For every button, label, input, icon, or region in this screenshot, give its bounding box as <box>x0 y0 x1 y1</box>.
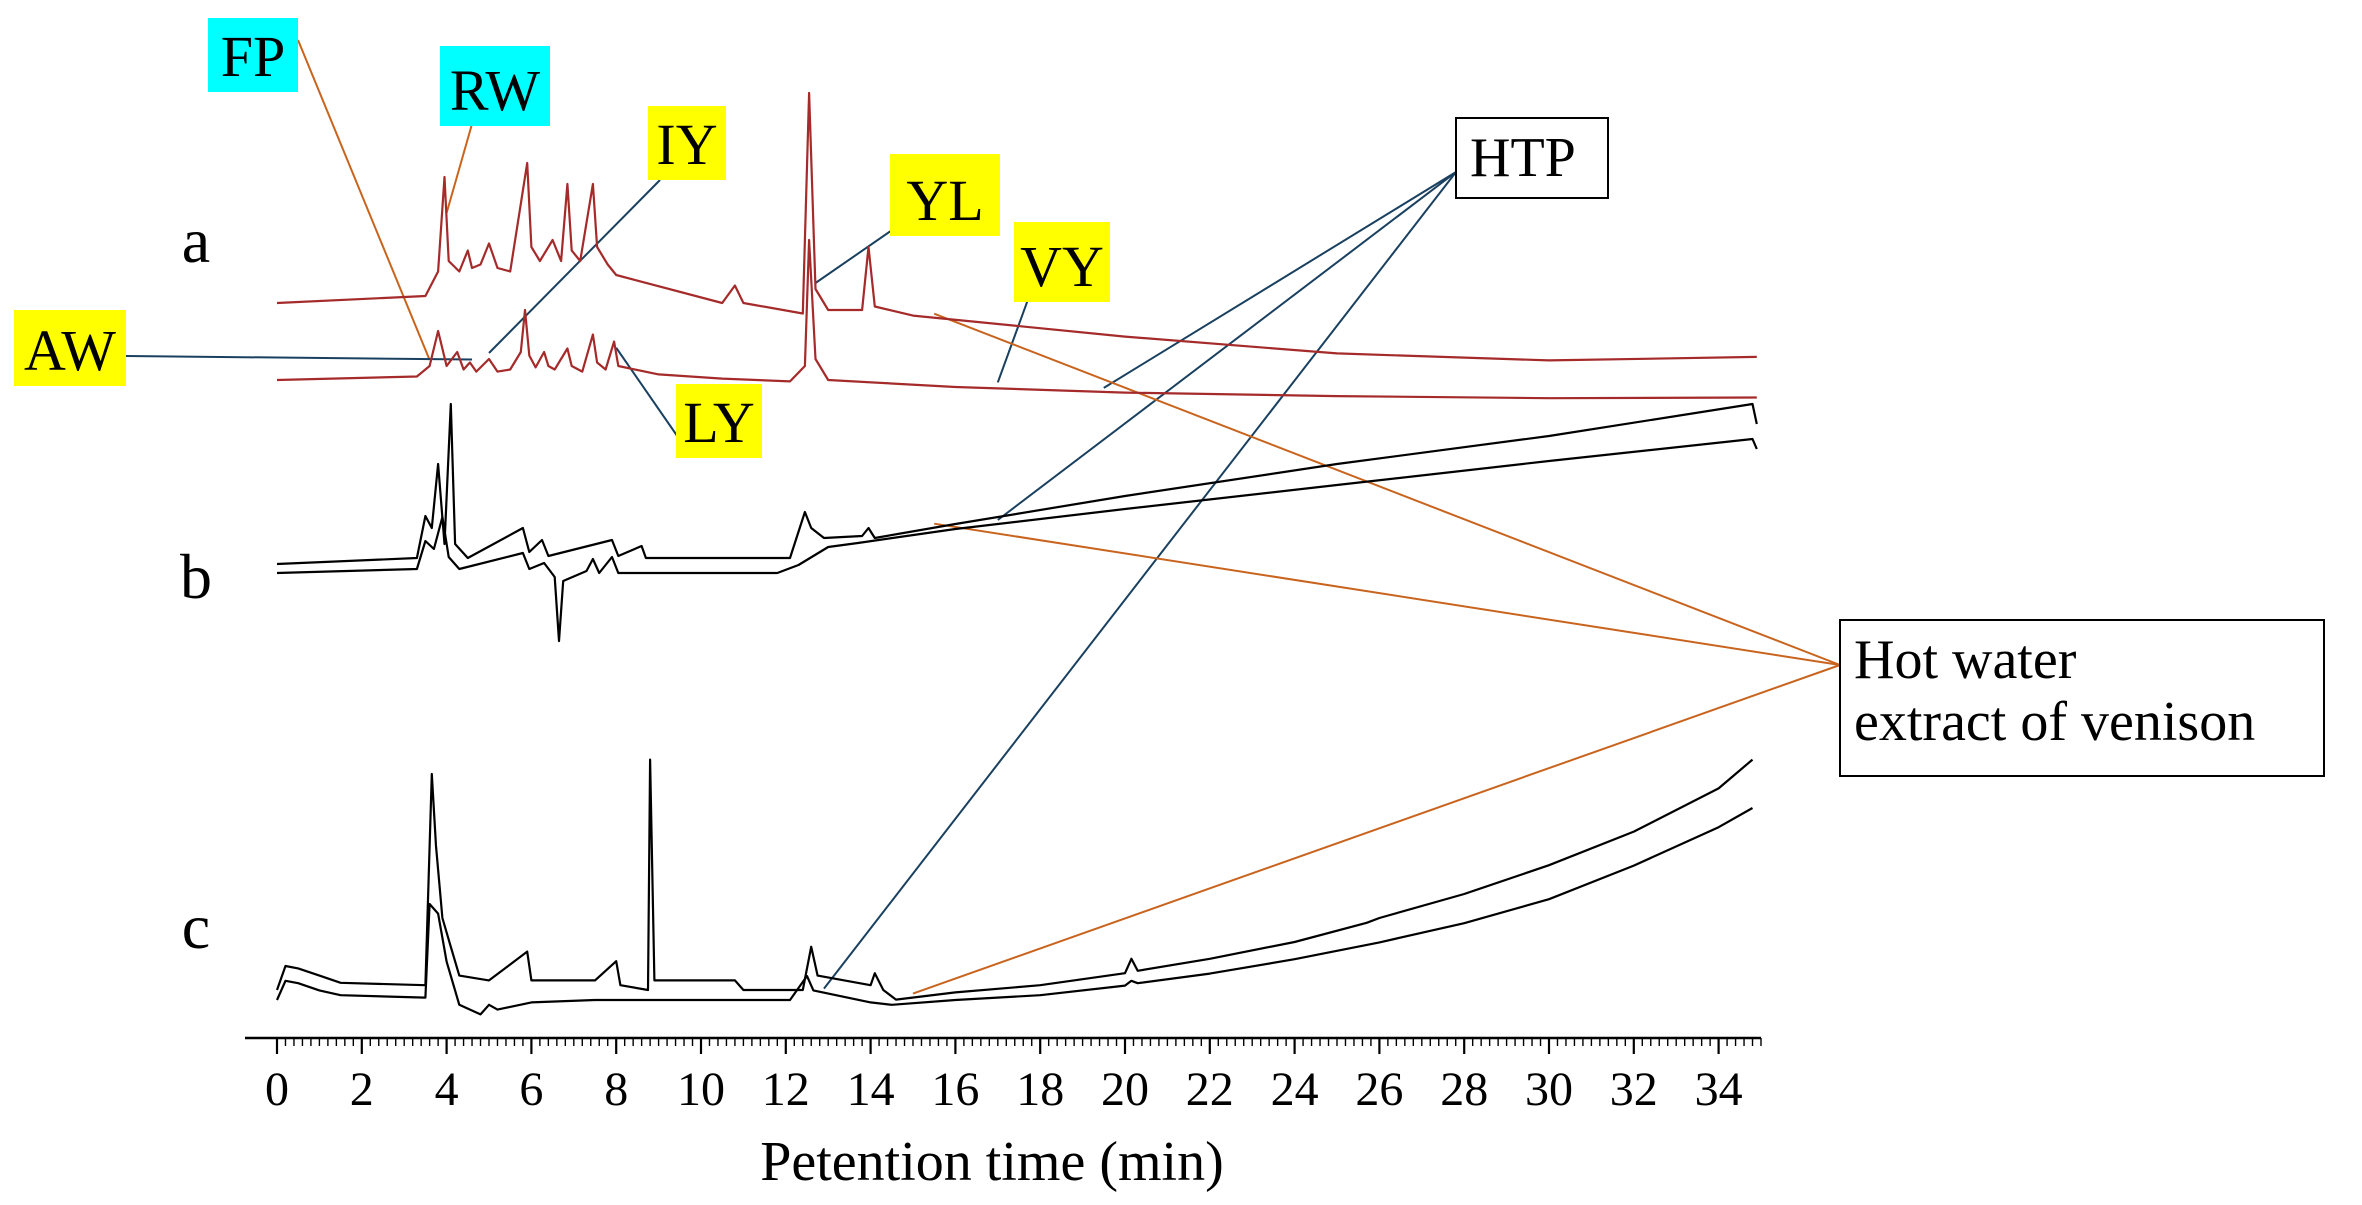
x-tick-label: 24 <box>1271 1063 1319 1116</box>
peak-label-bg-ly <box>676 384 762 458</box>
peak-label-bg-aw <box>14 310 126 386</box>
peak-label-bg-iy <box>648 106 726 180</box>
x-axis-title: Petention time (min) <box>760 1131 1223 1193</box>
x-tick-label: 16 <box>931 1063 979 1116</box>
annotation-box-0 <box>1455 117 1609 199</box>
annotation-text-1: Hot water <box>1854 629 2077 691</box>
x-tick-label: 32 <box>1610 1063 1658 1116</box>
annotation-callout-1 <box>933 312 1841 666</box>
peak-leader-aw <box>125 355 473 361</box>
annotation-callout-0 <box>997 171 1457 521</box>
x-tick-label: 22 <box>1186 1063 1234 1116</box>
x-tick-label: 6 <box>519 1063 543 1116</box>
panel-label-b: b <box>180 541 212 612</box>
x-tick-label: 14 <box>847 1063 895 1116</box>
annotation-text-0: HTP <box>1470 127 1576 189</box>
x-tick-label: 28 <box>1440 1063 1488 1116</box>
peak-leader-vy <box>996 293 1031 383</box>
peak-leader-rw <box>445 123 473 214</box>
x-tick-label: 0 <box>265 1063 289 1116</box>
x-axis: 0 2 4 6 8 10 12 14 16 18 20 22 24 26 28 30 32 34 <box>245 1036 1762 1116</box>
x-tick-label: 10 <box>677 1063 725 1116</box>
peak-leader-iy <box>488 179 661 354</box>
peak-label-vy: VY <box>1020 234 1104 299</box>
annotation-callout-0 <box>1103 171 1457 389</box>
peak-label-yl: YL <box>906 168 983 233</box>
trace-c-series-1 <box>275 807 1754 1016</box>
x-tick-labels: 0 2 4 6 8 10 12 14 16 18 20 22 24 26 28 30 32 34 <box>265 1063 1743 1116</box>
x-tick-label: 20 <box>1101 1063 1149 1116</box>
trace-a-series-2 <box>276 91 1757 362</box>
peak-label-bg-vy <box>1014 222 1110 302</box>
x-tick-label: 26 <box>1355 1063 1403 1116</box>
x-ticks <box>275 1038 1762 1054</box>
panel-label-a: a <box>182 205 210 276</box>
peak-leader-yl <box>814 225 899 284</box>
trace-b-series-2 <box>276 402 1758 566</box>
chromatogram-traces <box>275 91 1758 1016</box>
peak-label-bg-yl <box>890 154 1000 236</box>
x-tick-label: 18 <box>1016 1063 1064 1116</box>
peak-label-aw: AW <box>24 318 116 383</box>
x-tick-label: 8 <box>604 1063 628 1116</box>
callout-lines <box>125 39 1841 995</box>
x-tick-label: 30 <box>1525 1063 1573 1116</box>
x-tick-label: 2 <box>350 1063 374 1116</box>
panel-labels: a b c <box>180 205 212 962</box>
x-tick-label: 4 <box>435 1063 459 1116</box>
peak-labels: FP RW IY YL VY AW LY <box>14 18 1110 458</box>
peak-label-iy: IY <box>656 112 717 177</box>
peak-label-bg-fp <box>208 18 298 92</box>
panel-label-c: c <box>182 891 210 962</box>
annotation-box-1 <box>1839 619 2325 777</box>
annotation-callout-1 <box>934 522 1841 666</box>
annotation-callout-1 <box>912 664 1841 995</box>
peak-label-rw: RW <box>450 58 540 123</box>
peak-label-fp: FP <box>221 24 286 89</box>
peak-label-bg-rw <box>440 46 550 126</box>
trace-c-series-2 <box>275 758 1754 1001</box>
peak-label-ly: LY <box>683 390 755 455</box>
annotation-callout-0 <box>823 171 1457 990</box>
annotation-text-1: extract of venison <box>1854 691 2255 753</box>
trace-a-series-1 <box>276 238 1757 400</box>
x-tick-label: 34 <box>1695 1063 1743 1116</box>
x-tick-label: 12 <box>762 1063 810 1116</box>
peak-leader-ly <box>615 347 681 441</box>
peak-leader-fp <box>297 39 431 361</box>
